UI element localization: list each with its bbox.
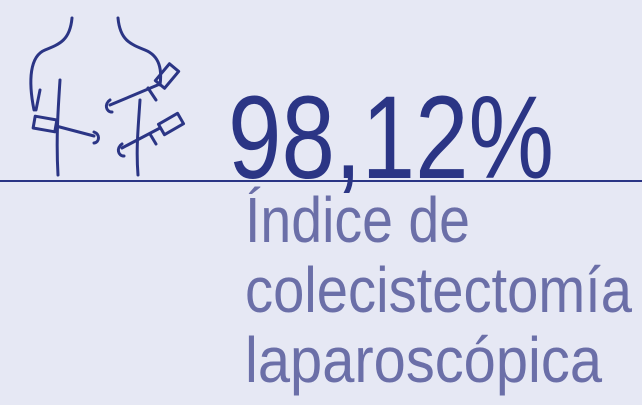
clamp bbox=[148, 132, 158, 146]
stat-label: colecistectomía bbox=[245, 254, 632, 326]
instrument bbox=[120, 126, 162, 150]
arm bbox=[34, 88, 42, 112]
stat-label: Índice de bbox=[245, 184, 470, 256]
incision bbox=[92, 130, 100, 145]
port bbox=[156, 111, 186, 137]
instrument bbox=[108, 82, 162, 107]
instrument bbox=[54, 124, 96, 138]
incision bbox=[116, 142, 126, 158]
clamp bbox=[146, 86, 158, 102]
surgery-icon bbox=[29, 16, 186, 177]
stat-label: laparoscópica bbox=[245, 324, 602, 396]
left-shoulder bbox=[29, 16, 74, 112]
incision bbox=[104, 98, 114, 114]
